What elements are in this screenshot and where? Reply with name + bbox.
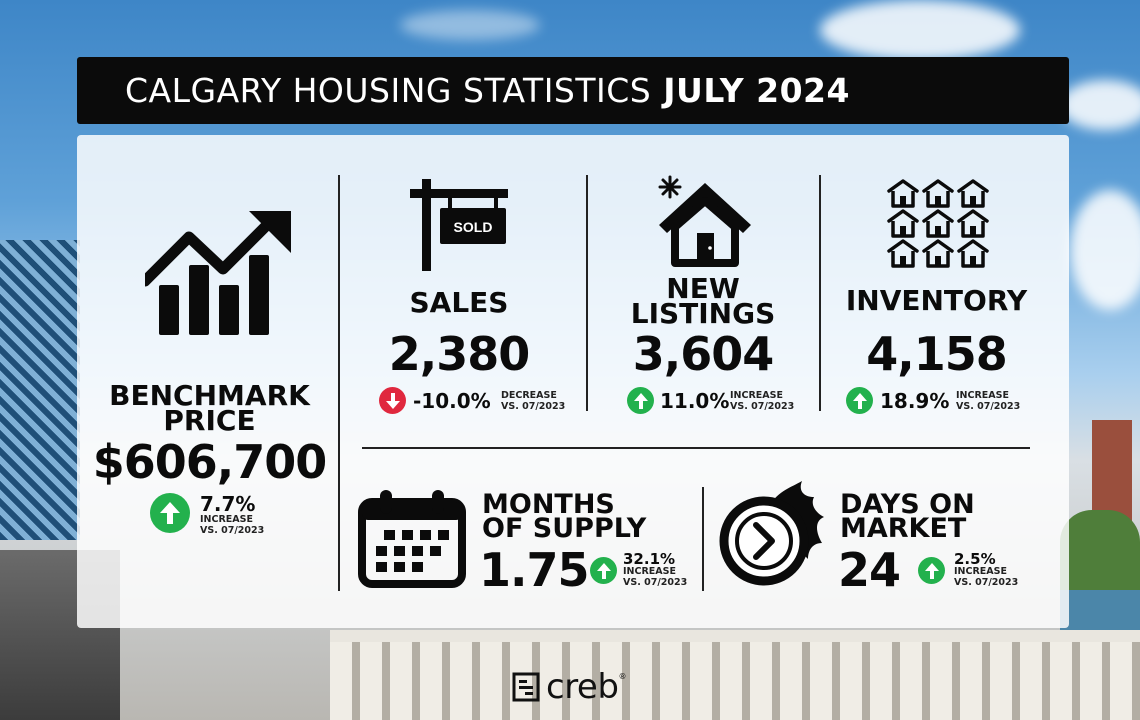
benchmark-heading-1: BENCHMARK <box>109 379 310 412</box>
supply-comparison: VS. 07/2023 <box>623 577 688 588</box>
listings-heading-1: NEW <box>666 272 740 305</box>
supply-direction: INCREASE <box>623 566 676 577</box>
title-date: JULY 2024 <box>663 71 850 110</box>
listings-value: 3,604 <box>632 327 775 381</box>
sold-sign-icon: SOLD <box>410 179 508 271</box>
supply-change: 32.1% <box>623 550 676 568</box>
fast-clock-icon <box>719 481 824 586</box>
days-value: 24 <box>838 543 901 597</box>
stats-panel: BENCHMARK PRICE $606,700 7.7% INCREASE V… <box>77 135 1069 628</box>
inventory-comparison: VS. 07/2023 <box>956 401 1021 412</box>
benchmark-comparison: VS. 07/2023 <box>200 525 265 536</box>
new-house-icon <box>658 175 751 267</box>
title-regular: CALGARY HOUSING STATISTICS <box>125 71 652 110</box>
calendar-icon <box>358 490 466 588</box>
sales-change: -10.0% <box>413 389 491 413</box>
benchmark-heading-2: PRICE <box>163 404 256 437</box>
supply-heading-1: MONTHS <box>482 489 615 520</box>
listings-change: 11.0% <box>660 389 730 413</box>
divider-listings <box>819 175 821 411</box>
inventory-value: 4,158 <box>866 327 1008 381</box>
houses-grid-icon <box>887 179 989 268</box>
sales-comparison: VS. 07/2023 <box>501 401 566 412</box>
listings-direction: INCREASE <box>730 390 783 401</box>
sold-sign-text: SOLD <box>454 219 493 235</box>
days-comparison: VS. 07/2023 <box>954 577 1019 588</box>
up-arrow-icon <box>590 557 617 584</box>
creb-logo: creb ® <box>512 670 626 704</box>
bridge-balusters <box>330 642 1140 720</box>
building-left <box>0 240 80 540</box>
days-heading-1: DAYS ON <box>840 489 975 520</box>
sales-heading: SALES <box>409 286 509 319</box>
divider-benchmark <box>338 175 340 591</box>
divider-sales <box>586 175 588 411</box>
up-arrow-icon <box>150 493 190 533</box>
supply-value: 1.75 <box>479 543 589 597</box>
benchmark-value: $606,700 <box>92 435 328 489</box>
up-arrow-icon <box>918 557 945 584</box>
inventory-direction: INCREASE <box>956 390 1009 401</box>
bridge-rail <box>330 630 1140 642</box>
benchmark-direction: INCREASE <box>200 514 253 525</box>
inventory-change: 18.9% <box>880 389 950 413</box>
rising-bar-chart-icon <box>145 211 291 335</box>
supply-heading-2: OF SUPPLY <box>482 513 647 544</box>
days-heading-2: MARKET <box>840 513 967 544</box>
divider-bottom <box>702 487 704 591</box>
creb-logo-icon <box>512 672 540 702</box>
listings-heading-2: LISTINGS <box>630 297 776 330</box>
down-arrow-icon <box>379 387 406 414</box>
creb-wordmark: creb <box>546 667 619 707</box>
listings-comparison: VS. 07/2023 <box>730 401 795 412</box>
divider-horizontal <box>362 447 1030 449</box>
sales-value: 2,380 <box>388 327 531 381</box>
up-arrow-icon <box>846 387 873 414</box>
benchmark-change: 7.7% <box>200 492 256 516</box>
trees <box>1060 510 1140 590</box>
sales-direction: DECREASE <box>501 390 557 401</box>
registered-mark: ® <box>618 672 627 681</box>
up-arrow-icon <box>627 387 654 414</box>
days-direction: INCREASE <box>954 566 1007 577</box>
inventory-heading: INVENTORY <box>845 284 1028 317</box>
title-bar: CALGARY HOUSING STATISTICS JULY 2024 <box>77 57 1069 124</box>
days-change: 2.5% <box>954 550 996 568</box>
